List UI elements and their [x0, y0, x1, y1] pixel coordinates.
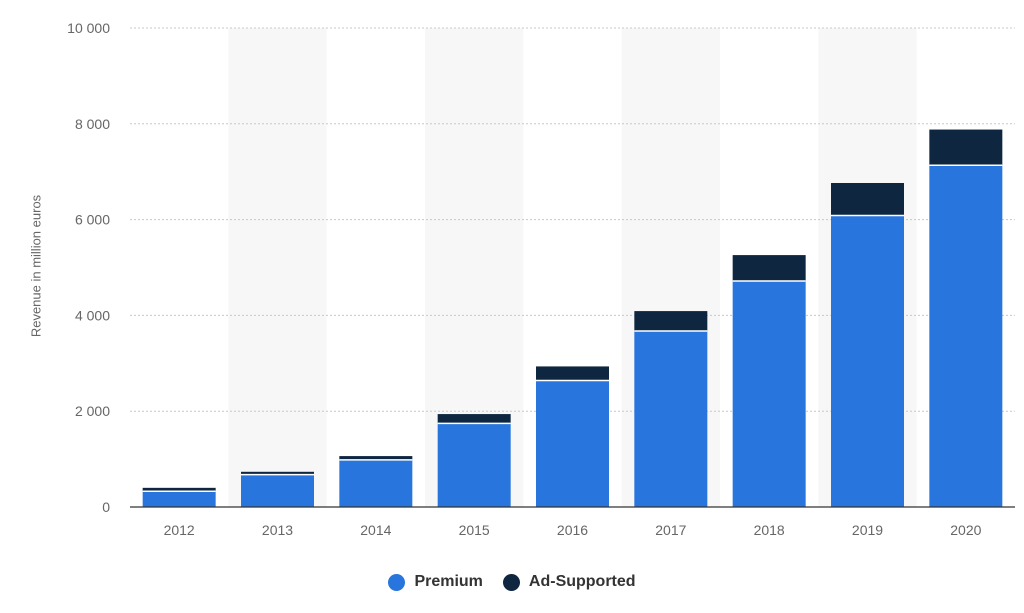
y-tick-label: 0	[102, 499, 110, 515]
bar-ad-supported	[241, 471, 314, 475]
y-tick-label: 10 000	[67, 20, 110, 36]
bar-premium	[634, 331, 708, 507]
x-tick-label: 2017	[655, 522, 686, 538]
bar-ad-supported	[536, 366, 609, 381]
bar-ad-supported	[437, 414, 511, 424]
bar-premium	[831, 215, 904, 508]
bar-premium	[732, 281, 806, 507]
x-tick-label: 2018	[754, 522, 785, 538]
bar-premium	[241, 474, 314, 507]
bar-ad-supported	[339, 456, 413, 460]
bar-ad-supported	[634, 311, 708, 332]
bar-premium	[339, 459, 413, 507]
x-tick-label: 2014	[360, 522, 391, 538]
x-tick-label: 2013	[262, 522, 293, 538]
bars	[142, 129, 1003, 508]
y-tick-label: 2 000	[75, 403, 110, 419]
bar-premium	[437, 423, 511, 507]
bar-premium	[536, 380, 609, 507]
y-tick-label: 4 000	[75, 307, 110, 323]
bar-premium	[142, 491, 216, 507]
x-tick-label: 2019	[852, 522, 883, 538]
tick-labels: 0 2 000 4 000 6 000 8 000 10 000 2012 2013 2014 2…	[67, 20, 981, 538]
y-tick-label: 6 000	[75, 212, 110, 228]
legend-swatch-ad-supported	[502, 573, 520, 591]
bar-premium	[929, 165, 1003, 507]
legend-label-ad-supported: Ad-Supported	[528, 573, 636, 590]
y-axis-label: Revenue in million euros	[28, 194, 44, 338]
legend-swatch-premium	[388, 573, 406, 591]
legend: Premium Ad-Supported	[0, 573, 1024, 591]
y-tick-label: 8 000	[75, 116, 110, 132]
x-tick-label: 2012	[164, 522, 195, 538]
x-tick-label: 2015	[459, 522, 490, 538]
bar-ad-supported	[732, 255, 806, 282]
bar-ad-supported	[831, 183, 904, 216]
x-tick-label: 2020	[950, 522, 981, 538]
legend-label-premium: Premium	[414, 573, 483, 590]
legend-item-premium[interactable]: Premium	[388, 573, 483, 591]
bar-ad-supported	[142, 487, 216, 492]
legend-item-ad-supported[interactable]: Ad-Supported	[502, 573, 636, 591]
category-band	[228, 28, 327, 507]
bar-ad-supported	[929, 129, 1003, 166]
x-tick-label: 2016	[557, 522, 588, 538]
